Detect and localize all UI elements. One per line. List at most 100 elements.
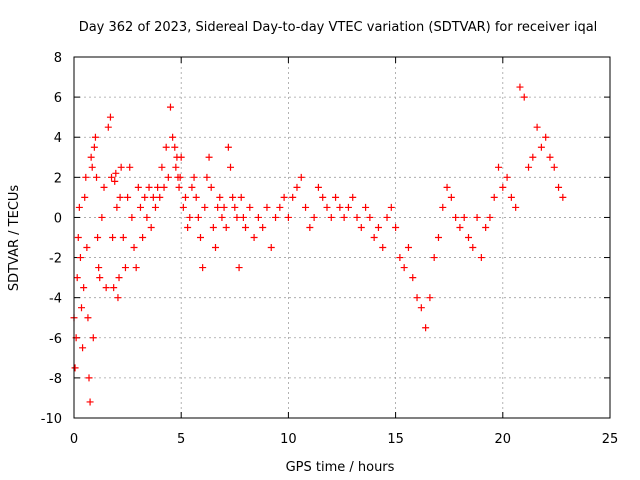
data-point: [447, 193, 455, 201]
data-point: [512, 203, 520, 211]
grid: [74, 57, 610, 418]
data-point: [490, 193, 498, 201]
x-tick-label: 5: [177, 432, 185, 447]
data-point: [370, 234, 378, 241]
data-point: [80, 284, 88, 292]
y-tick-label: 4: [54, 131, 62, 146]
data-point: [392, 223, 400, 231]
x-tick-label: 25: [602, 432, 619, 447]
data-point: [108, 173, 116, 181]
data-point: [383, 213, 391, 221]
data-point: [83, 244, 91, 252]
data-point: [128, 213, 136, 221]
data-point: [357, 223, 365, 231]
data-point: [171, 143, 179, 151]
data-point: [75, 203, 83, 211]
data-point: [218, 213, 226, 221]
data-point: [104, 123, 112, 131]
data-point: [209, 223, 217, 231]
data-point: [460, 213, 468, 221]
data-point: [473, 213, 481, 221]
data-point: [196, 234, 204, 241]
data-point: [319, 193, 327, 201]
data-point: [164, 173, 172, 181]
data-point: [379, 244, 387, 252]
data-point: [525, 163, 533, 171]
data-point: [130, 244, 138, 252]
data-point: [464, 234, 472, 241]
data-point: [542, 133, 550, 141]
x-tick-label: 15: [387, 432, 404, 447]
data-point: [73, 274, 81, 282]
data-point: [293, 183, 301, 191]
data-point: [374, 223, 382, 231]
data-point: [102, 284, 110, 292]
data-point: [139, 234, 147, 241]
data-point: [242, 223, 250, 231]
data-point: [529, 153, 537, 161]
data-point: [426, 294, 434, 302]
data-point: [231, 203, 239, 211]
data-point: [555, 183, 563, 191]
data-point: [79, 344, 87, 352]
data-point: [149, 193, 157, 201]
data-point: [214, 203, 222, 211]
data-point: [119, 234, 127, 241]
data-point: [537, 143, 545, 151]
data-point: [194, 213, 202, 221]
data-point: [477, 254, 485, 262]
data-point: [156, 193, 164, 201]
data-point: [158, 163, 166, 171]
y-tick-label: -10: [41, 412, 62, 427]
data-point: [417, 304, 425, 312]
data-point: [184, 223, 192, 231]
data-point: [443, 183, 451, 191]
data-point: [115, 274, 123, 282]
data-point: [88, 163, 96, 171]
data-point: [205, 153, 213, 161]
data-point: [409, 274, 417, 282]
data-point: [136, 203, 144, 211]
data-point: [81, 193, 89, 201]
data-point: [237, 193, 245, 201]
data-point: [96, 274, 104, 282]
data-point: [100, 183, 108, 191]
data-points: [70, 83, 567, 406]
data-point: [85, 374, 93, 382]
x-tick-label: 20: [495, 432, 512, 447]
x-axis-label: GPS time / hours: [286, 460, 395, 475]
data-point: [550, 163, 558, 171]
data-point: [302, 203, 310, 211]
data-point: [71, 364, 79, 372]
data-point: [533, 123, 541, 131]
data-point: [141, 193, 149, 201]
x-tick-label: 0: [70, 432, 78, 447]
data-point: [362, 203, 370, 211]
data-point: [145, 183, 153, 191]
data-point: [181, 193, 189, 201]
data-point: [224, 143, 232, 151]
data-point: [154, 183, 162, 191]
x-tick-label: 10: [280, 432, 297, 447]
data-point: [169, 133, 177, 141]
data-point: [132, 264, 140, 272]
data-point: [201, 203, 209, 211]
y-tick-label: -4: [49, 292, 62, 307]
data-point: [434, 234, 442, 241]
data-point: [229, 193, 237, 201]
data-point: [314, 183, 322, 191]
data-point: [114, 294, 122, 302]
data-point: [310, 213, 318, 221]
data-point: [520, 93, 528, 101]
data-point: [74, 234, 82, 241]
data-point: [499, 183, 507, 191]
y-tick-label: 6: [54, 91, 62, 106]
data-point: [90, 143, 98, 151]
data-point: [188, 183, 196, 191]
data-point: [439, 203, 447, 211]
data-point: [207, 183, 215, 191]
data-point: [267, 244, 275, 252]
data-point: [559, 193, 567, 201]
y-tick-label: -2: [49, 252, 62, 267]
